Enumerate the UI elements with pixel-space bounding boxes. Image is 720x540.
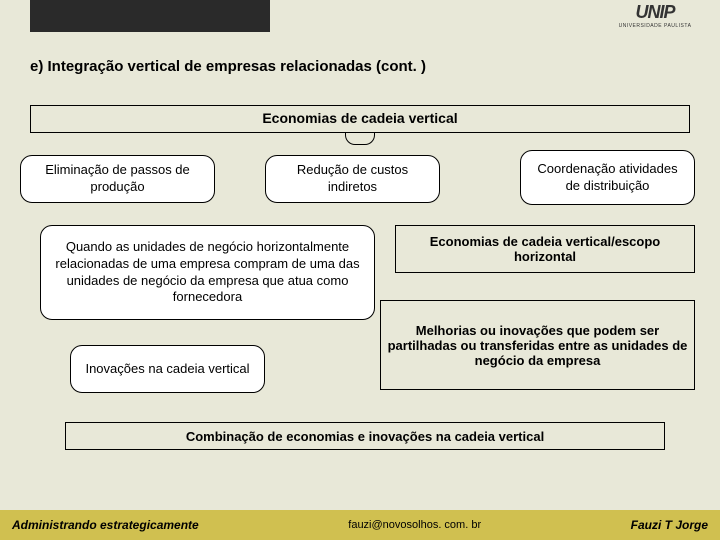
- content-area: Economias de cadeia vertical Eliminação …: [20, 100, 700, 480]
- footer-mid: fauzi@novosolhos. com. br: [348, 519, 481, 531]
- box-combinacao: Combinação de economias e inovações na c…: [65, 422, 665, 450]
- box-melhorias: Melhorias ou inovações que podem ser par…: [380, 300, 695, 390]
- banner-text: Economias de cadeia vertical: [30, 105, 690, 133]
- callout-quando-unidades: Quando as unidades de negócio horizontal…: [40, 225, 375, 320]
- header-dark-block: [30, 0, 270, 32]
- callout-eliminacao: Eliminação de passos de produção: [20, 155, 215, 203]
- callout-reducao: Redução de custos indiretos: [265, 155, 440, 203]
- logo-main: UNIP: [600, 2, 710, 23]
- banner-tail: [345, 133, 375, 145]
- footer-right: Fauzi T Jorge: [631, 518, 708, 532]
- logo-area: UNIP UNIVERSIDADE PAULISTA: [600, 2, 710, 29]
- logo-subtitle: UNIVERSIDADE PAULISTA: [600, 23, 710, 29]
- callout-inovacoes-vertical: Inovações na cadeia vertical: [70, 345, 265, 393]
- footer: Administrando estrategicamente fauzi@nov…: [0, 510, 720, 540]
- header-bar: UNIP UNIVERSIDADE PAULISTA: [0, 0, 720, 42]
- banner-container: Economias de cadeia vertical: [20, 105, 700, 145]
- footer-left: Administrando estrategicamente: [12, 518, 199, 532]
- callout-coordenacao: Coordenação atividades de distribuição: [520, 150, 695, 205]
- box-escopo-horizontal: Economias de cadeia vertical/escopo hori…: [395, 225, 695, 273]
- slide-title: e) Integração vertical de empresas relac…: [30, 58, 426, 75]
